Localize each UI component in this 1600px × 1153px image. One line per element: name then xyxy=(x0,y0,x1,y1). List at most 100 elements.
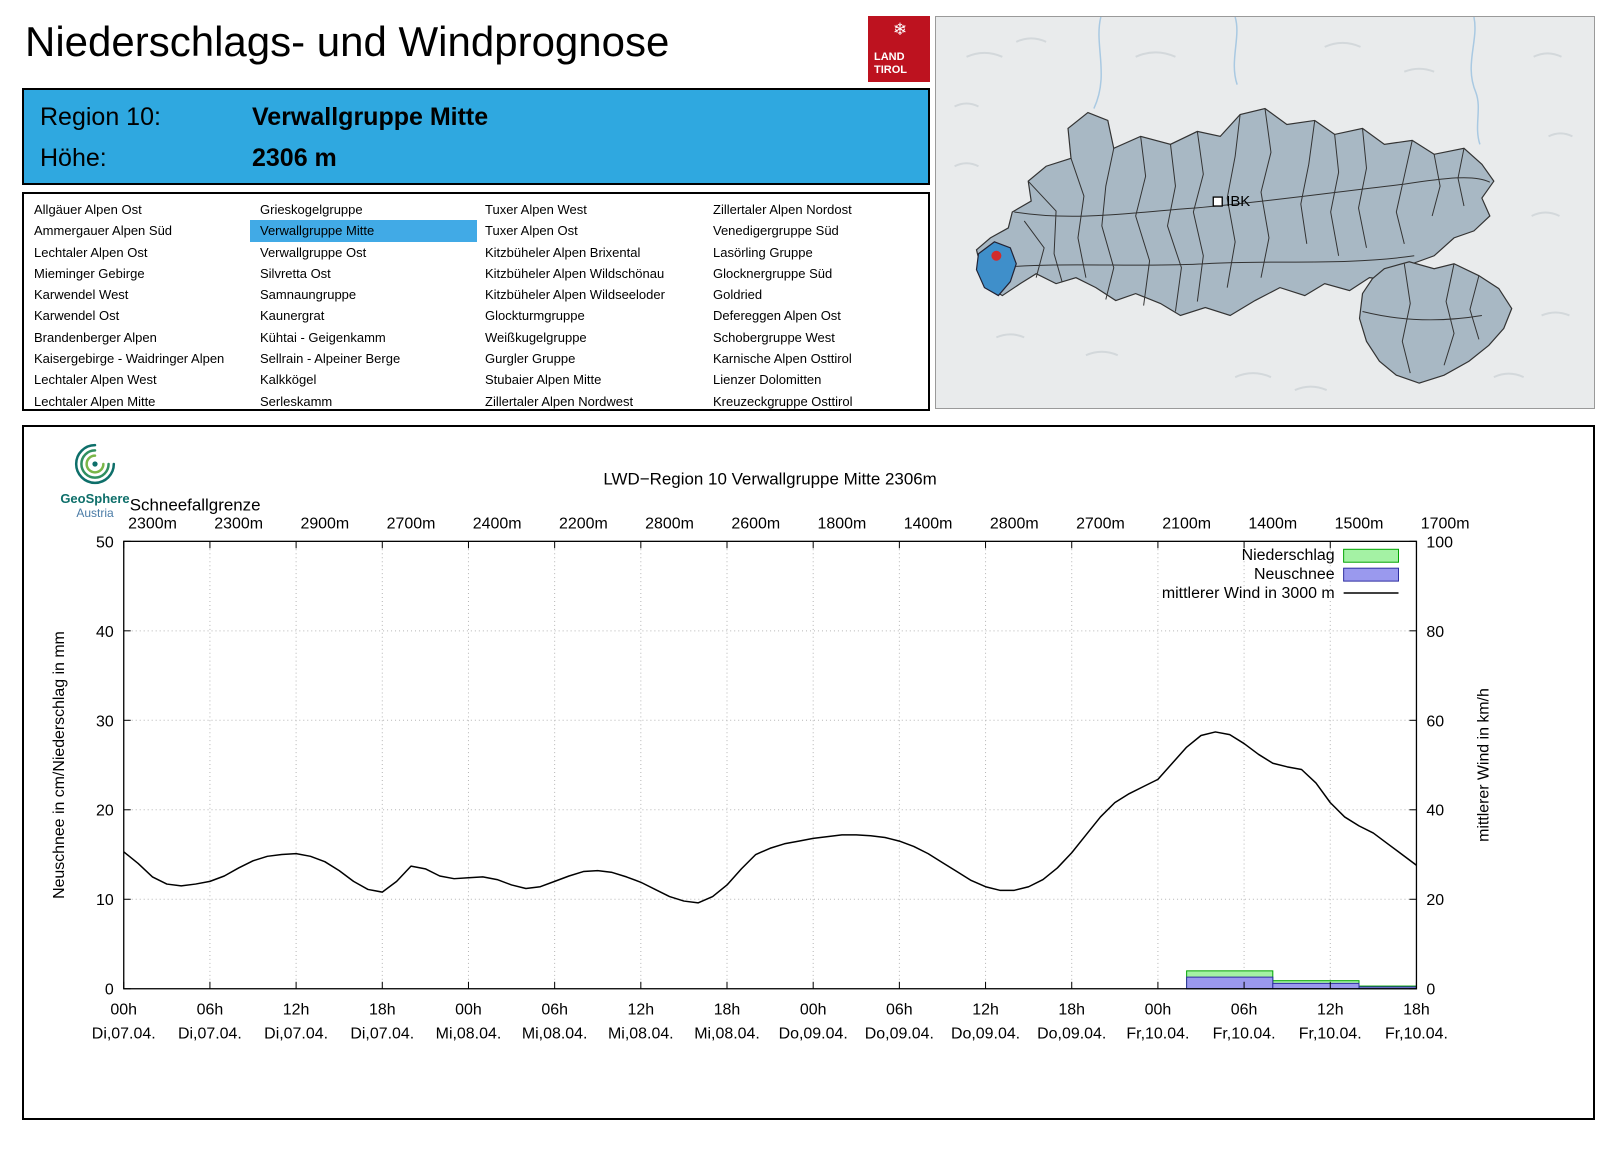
axis-labels: 0 10 20 30 40 50 0 20 40 60 80 100 00h Di,07.04. 06h Di… xyxy=(51,470,1492,1043)
region-list-item[interactable]: Kaisergebirge - Waidringer Alpen xyxy=(34,351,225,367)
svg-text:1500m: 1500m xyxy=(1335,515,1384,532)
region-list-item[interactable]: Gurgler Gruppe xyxy=(485,351,576,367)
region-list-item[interactable]: Kaunergrat xyxy=(260,308,325,324)
svg-text:mittlerer Wind in 3000 m: mittlerer Wind in 3000 m xyxy=(1162,585,1335,602)
svg-text:Di,07.04.: Di,07.04. xyxy=(178,1025,242,1042)
region-column-3: Tuxer Alpen West Tuxer Alpen Ost Kitzbühel… xyxy=(485,199,702,412)
svg-text:Niederschlag: Niederschlag xyxy=(1242,547,1335,564)
svg-text:20: 20 xyxy=(1426,892,1444,909)
svg-text:Neuschnee in cm/Niederschlag i: Neuschnee in cm/Niederschlag in mm xyxy=(51,631,68,899)
geosphere-name: GeoSphere xyxy=(60,491,130,506)
region-list-item[interactable]: Lasörling Gruppe xyxy=(713,244,813,260)
svg-text:2300m: 2300m xyxy=(214,515,263,532)
region-list-item[interactable]: Lechtaler Alpen West xyxy=(34,372,157,388)
svg-text:2900m: 2900m xyxy=(300,515,349,532)
svg-text:00h: 00h xyxy=(455,1002,482,1019)
svg-text:mittlerer Wind in km/h: mittlerer Wind in km/h xyxy=(1475,688,1492,842)
region-list-item[interactable]: Mieminger Gebirge xyxy=(34,265,145,281)
region-list-item[interactable]: Serleskamm xyxy=(260,393,333,409)
region-list-item[interactable]: Lechtaler Alpen Ost xyxy=(34,244,148,260)
region-list-item[interactable]: Kühtai - Geigenkamm xyxy=(260,329,386,345)
forecast-chart: 0 10 20 30 40 50 0 20 40 60 80 100 00h Di,07.04. 06h Di… xyxy=(51,470,1492,1043)
svg-text:2800m: 2800m xyxy=(645,515,694,532)
region-list-item[interactable]: Zillertaler Alpen Nordwest xyxy=(485,393,634,409)
svg-text:2200m: 2200m xyxy=(559,515,608,532)
svg-text:1400m: 1400m xyxy=(1248,515,1297,532)
svg-text:06h: 06h xyxy=(886,1002,913,1019)
region-list-item[interactable]: Kitzbüheler Alpen Wildseeloder xyxy=(485,287,665,303)
region-list-item[interactable]: Defereggen Alpen Ost xyxy=(713,308,841,324)
region-list-item[interactable]: Weißkugelgruppe xyxy=(485,329,587,345)
region-list-item[interactable]: Lechtaler Alpen Mitte xyxy=(34,393,156,409)
svg-text:00h: 00h xyxy=(800,1002,827,1019)
svg-text:Di,07.04.: Di,07.04. xyxy=(264,1025,328,1042)
region-list-item[interactable]: Venedigergruppe Süd xyxy=(713,223,839,239)
region-label: Region 10: xyxy=(40,103,161,131)
svg-text:50: 50 xyxy=(96,534,114,551)
region-list-item[interactable]: Goldried xyxy=(713,287,763,303)
river-lines xyxy=(1093,17,1481,145)
svg-text:2300m: 2300m xyxy=(128,515,177,532)
region-list-item[interactable]: Karwendel West xyxy=(34,287,129,303)
svg-text:12h: 12h xyxy=(972,1002,999,1019)
region-list-item[interactable]: Samnaungruppe xyxy=(260,287,357,303)
wind-line xyxy=(123,731,1417,904)
chart-legend: Niederschlag Neuschnee mittlerer Wind in 3… xyxy=(1162,547,1399,602)
altitude-label: Höhe: xyxy=(40,144,107,172)
region-list-item[interactable]: Kreuzeckgruppe Osttirol xyxy=(713,393,853,409)
region-list-item[interactable]: Tuxer Alpen West xyxy=(485,202,587,217)
svg-text:Neuschnee: Neuschnee xyxy=(1254,566,1335,583)
chart-frame xyxy=(123,540,1418,990)
selected-region-shape[interactable] xyxy=(975,241,1017,297)
region-list-item[interactable]: Ammergauer Alpen Süd xyxy=(34,223,173,239)
svg-text:Do,09.04.: Do,09.04. xyxy=(779,1025,848,1042)
region-list-item[interactable]: Karnische Alpen Osttirol xyxy=(713,351,852,367)
region-list-item[interactable]: Glockturmgruppe xyxy=(485,308,585,324)
svg-text:Mi,08.04.: Mi,08.04. xyxy=(436,1025,502,1042)
region-list-item[interactable]: Zillertaler Alpen Nordost xyxy=(713,202,852,217)
ibk-label: IBK xyxy=(1226,193,1250,210)
geosphere-sub: Austria xyxy=(76,505,114,520)
region-list-item[interactable]: Kitzbüheler Alpen Brixental xyxy=(485,244,641,260)
region-column-4: Zillertaler Alpen Nordost Venedigergruppe… xyxy=(713,199,930,412)
region-list-item[interactable]: Karwendel Ost xyxy=(34,308,120,324)
svg-text:2800m: 2800m xyxy=(990,515,1039,532)
page-title: Niederschlags- und Windprognose xyxy=(25,18,670,65)
region-list-item[interactable]: Grieskogelgruppe xyxy=(260,202,363,217)
svg-text:40: 40 xyxy=(96,624,114,641)
region-list-item[interactable]: Brandenberger Alpen xyxy=(34,329,157,345)
region-list-item[interactable]: Kalkkögel xyxy=(260,372,317,388)
region-list-item[interactable]: Lienzer Dolomitten xyxy=(713,372,822,388)
tirol-map[interactable]: IBK xyxy=(935,16,1595,409)
svg-text:Di,07.04.: Di,07.04. xyxy=(350,1025,414,1042)
svg-text:0: 0 xyxy=(1426,982,1435,999)
region-list-item-selected[interactable]: Verwallgruppe Mitte xyxy=(250,220,477,242)
region-list-item[interactable]: Verwallgruppe Ost xyxy=(260,244,367,260)
svg-text:LWD−Region 10 Verwallgruppe Mi: LWD−Region 10 Verwallgruppe Mitte 2306m xyxy=(603,470,936,489)
region-list-item[interactable]: Stubaier Alpen Mitte xyxy=(485,372,602,388)
snowflake-icon: ❄ xyxy=(892,20,908,39)
snow-bars xyxy=(1186,976,1417,990)
svg-text:Fr,10.04.: Fr,10.04. xyxy=(1213,1025,1276,1042)
region-list-item[interactable]: Glocknergruppe Süd xyxy=(713,265,833,281)
region-list-item[interactable]: Kitzbüheler Alpen Wildschönau xyxy=(485,265,665,281)
region-info-row: Region 10: Verwallgruppe Mitte xyxy=(40,103,488,132)
geosphere-spiral-icon xyxy=(74,443,116,485)
region-list-item[interactable]: Schobergruppe West xyxy=(713,329,835,345)
svg-text:06h: 06h xyxy=(1231,1002,1258,1019)
svg-text:Mi,08.04.: Mi,08.04. xyxy=(522,1025,588,1042)
region-list-item[interactable]: Sellrain - Alpeiner Berge xyxy=(260,351,401,367)
svg-text:2400m: 2400m xyxy=(473,515,522,532)
svg-text:Schneefallgrenze: Schneefallgrenze xyxy=(130,496,261,515)
svg-text:30: 30 xyxy=(96,713,114,730)
svg-text:12h: 12h xyxy=(1317,1002,1344,1019)
svg-text:0: 0 xyxy=(105,982,114,999)
region-list-item[interactable]: Silvretta Ost xyxy=(260,265,331,281)
svg-text:00h: 00h xyxy=(1145,1002,1172,1019)
altitude-info-row: Höhe: 2306 m xyxy=(40,144,337,173)
svg-text:06h: 06h xyxy=(197,1002,224,1019)
region-list-item[interactable]: Allgäuer Alpen Ost xyxy=(34,202,142,217)
region-list-item[interactable]: Tuxer Alpen Ost xyxy=(485,223,578,239)
north-tirol-regions xyxy=(975,107,1495,317)
tirol-map-svg[interactable]: IBK xyxy=(936,17,1594,408)
